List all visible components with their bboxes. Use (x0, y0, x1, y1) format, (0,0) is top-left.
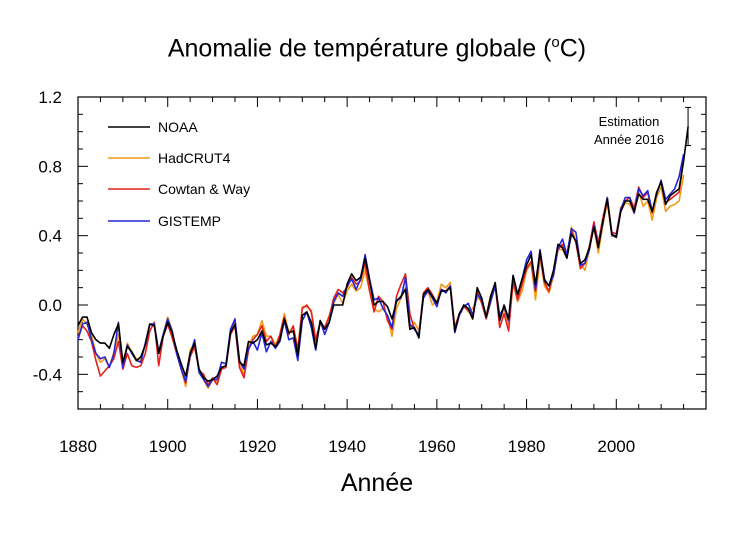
legend-label: GISTEMP (158, 213, 221, 229)
series-line-hadcrut4 (77, 174, 685, 390)
series-layer (77, 126, 689, 390)
x-tick-label: 1900 (149, 437, 187, 456)
series-line-gistemp (77, 154, 685, 388)
y-tick-label: -0.4 (33, 365, 62, 384)
x-tick-label: 1880 (59, 437, 97, 456)
y-tick-label: 1.2 (38, 88, 62, 107)
x-tick-label: 1980 (508, 437, 546, 456)
y-tick-label: 0.8 (38, 157, 62, 176)
x-tick-label: 1960 (418, 437, 456, 456)
x-axis-label: Année (340, 469, 414, 497)
y-tick-label: 0.0 (38, 296, 62, 315)
annotation-layer: Estimation Année 2016 (594, 106, 692, 147)
chart-title: Anomalie de température globale (oC) (0, 34, 754, 63)
legend: NOAA HadCRUT4 Cowtan & Way GISTEMP (108, 119, 250, 229)
legend-label: NOAA (158, 119, 198, 135)
x-tick-label: 1920 (239, 437, 277, 456)
x-tick-label: 2000 (597, 437, 635, 456)
legend-label: Cowtan & Way (158, 181, 250, 197)
chart-title-unit-end: C) (559, 34, 587, 63)
axes-layer: 1880 1900 1920 1940 1960 1980 2000 1.2 0.8 0.4 0.0… (33, 88, 707, 456)
x-tick-label: 1940 (328, 437, 366, 456)
chart-title-main: Anomalie de température globale ( (167, 34, 552, 63)
y-tick-label: 0.4 (38, 227, 62, 246)
estimate-annotation-line: Année 2016 (594, 132, 664, 147)
legend-label: HadCRUT4 (158, 150, 231, 166)
chart-title-unit-superscript: o (551, 34, 560, 51)
estimate-annotation-line: Estimation (599, 114, 660, 129)
series-line-noaa (77, 126, 689, 383)
